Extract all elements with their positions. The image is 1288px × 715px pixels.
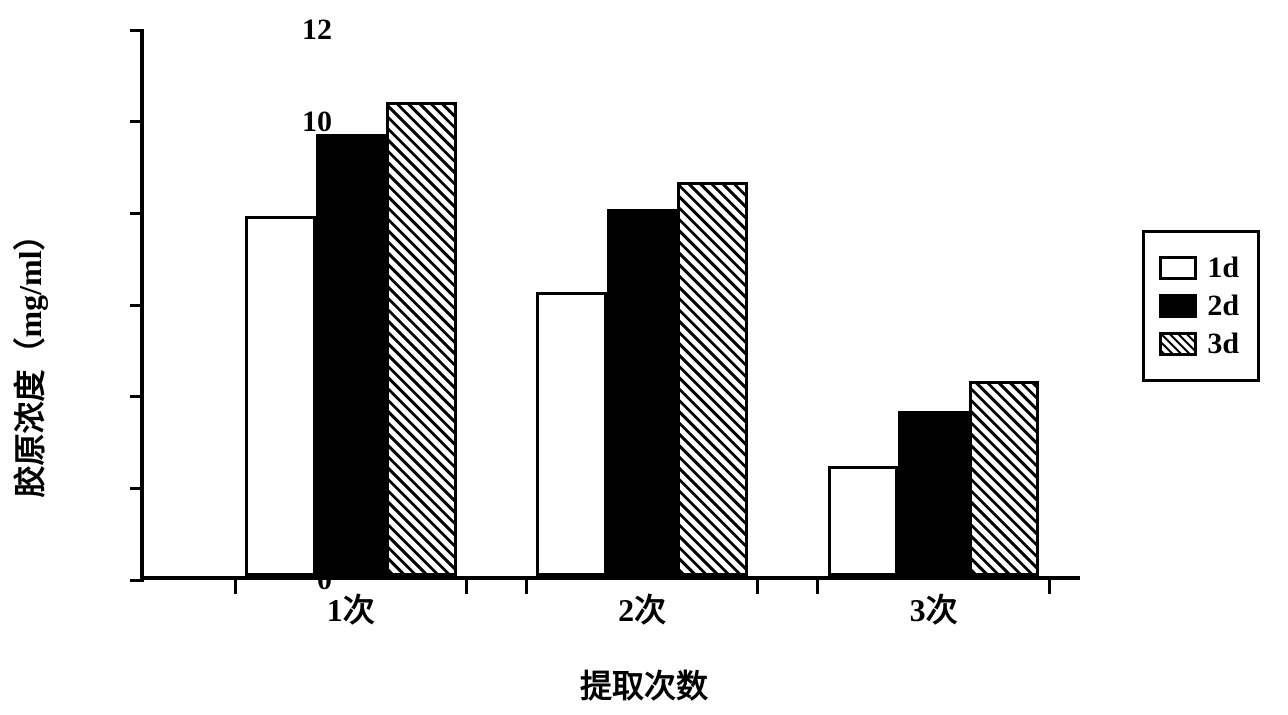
x-tick	[525, 580, 528, 594]
legend: 1d 2d 3d	[1142, 230, 1260, 382]
x-tick	[816, 580, 819, 594]
chart-container: 胶原浓度（mg/ml） 1次2次3次 提取次数 1d 2d 3d 0246810…	[0, 0, 1288, 715]
bar-3d-2次	[677, 182, 748, 576]
y-tick	[130, 212, 144, 215]
bar-2d-3次	[898, 411, 969, 576]
legend-item: 2d	[1159, 289, 1239, 323]
legend-swatch-3d	[1159, 332, 1197, 356]
y-tick	[130, 579, 144, 582]
y-tick-label: 10	[302, 105, 332, 139]
legend-swatch-2d	[1159, 294, 1197, 318]
y-tick-label: 12	[302, 13, 332, 47]
legend-item: 1d	[1159, 251, 1239, 285]
y-axis-label: 胶原浓度（mg/ml）	[5, 218, 51, 497]
x-tick-label: 3次	[910, 585, 958, 631]
legend-swatch-1d	[1159, 256, 1197, 280]
x-tick	[465, 580, 468, 594]
y-tick	[130, 120, 144, 123]
x-tick	[756, 580, 759, 594]
bar-3d-3次	[969, 381, 1040, 576]
y-tick-label: 2	[317, 471, 332, 505]
bar-1d-3次	[828, 466, 899, 576]
legend-label: 2d	[1207, 289, 1239, 323]
y-tick	[130, 29, 144, 32]
bar-1d-2次	[536, 292, 607, 576]
x-tick	[234, 580, 237, 594]
x-tick-label: 2次	[618, 585, 666, 631]
y-tick	[130, 487, 144, 490]
y-tick	[130, 304, 144, 307]
x-tick-label: 1次	[327, 585, 375, 631]
legend-label: 3d	[1207, 327, 1239, 361]
y-tick-label: 6	[317, 288, 332, 322]
y-tick-label: 4	[317, 380, 332, 414]
y-tick-label: 0	[317, 563, 332, 597]
bar-2d-2次	[607, 209, 678, 576]
x-tick	[1048, 580, 1051, 594]
plot-area: 1次2次3次	[140, 30, 1080, 580]
y-tick-label: 8	[317, 196, 332, 230]
legend-item: 3d	[1159, 327, 1239, 361]
x-axis-label: 提取次数	[580, 661, 708, 707]
bar-3d-1次	[386, 102, 457, 576]
legend-label: 1d	[1207, 251, 1239, 285]
y-tick	[130, 395, 144, 398]
bar-1d-1次	[245, 216, 316, 576]
